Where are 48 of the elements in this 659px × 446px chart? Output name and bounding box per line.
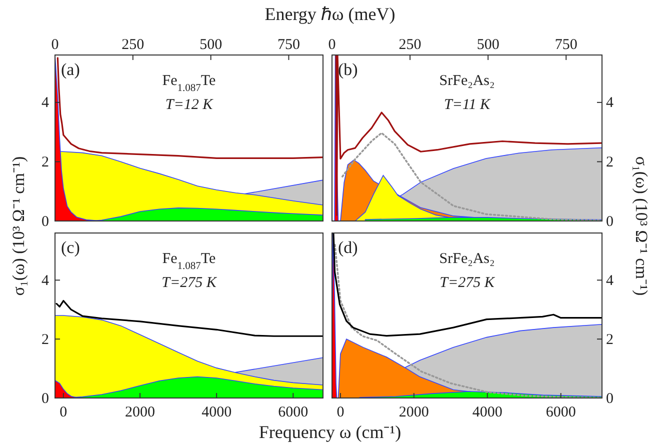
- y-axis-title: σ₁(ω) (10³ Ω⁻¹ cm⁻¹): [9, 156, 28, 296]
- x2-tick-label: 250: [122, 37, 144, 53]
- annotation: (c): [61, 238, 80, 257]
- y2-tick-label: 2: [606, 332, 614, 348]
- y2-tick-label: 4: [606, 272, 614, 289]
- annotation: (a): [61, 60, 80, 79]
- y-tick-label: 0: [42, 214, 49, 230]
- y2-tick-label: 4: [606, 95, 614, 112]
- x-tick-label: 4000: [202, 404, 232, 421]
- line-series: [335, 55, 602, 216]
- annotation: SrFe₂As₂: [439, 73, 495, 89]
- x2-tick-label: 500: [200, 37, 222, 53]
- y-tick-label: 0: [42, 390, 49, 407]
- x-tick-label: 6000: [546, 404, 576, 421]
- line-series: [56, 57, 323, 159]
- annotation: T=275 K: [162, 275, 218, 291]
- y-tick-label: 2: [42, 154, 49, 171]
- x2-tick-label: 750: [554, 37, 578, 53]
- x2-axis-title: Energy ℏω (meV): [264, 4, 396, 24]
- annotation: Fe$_{1.087}$Te: [162, 73, 216, 94]
- x-tick-label: 2000: [124, 404, 155, 421]
- x2-tick-label: 250: [398, 37, 422, 53]
- x2-tick-label: 500: [476, 37, 500, 53]
- x-tick-label: 0: [60, 404, 68, 421]
- y-tick-label: 4: [42, 272, 50, 289]
- annotation: T=12 K: [165, 97, 214, 113]
- y2-tick-label: 0: [606, 214, 614, 230]
- annotation: Fe$_{1.087}$Te: [162, 251, 216, 272]
- annotation: (d): [338, 238, 358, 257]
- annotation: T=11 K: [444, 97, 492, 113]
- x2-tick-label: 0: [328, 37, 336, 53]
- annotation: (b): [338, 60, 358, 79]
- y2-tick-label: 2: [606, 154, 614, 171]
- y-tick-label: 4: [42, 95, 50, 112]
- y2-axis-title: σ₁(ω) (10³ Ω⁻¹ cm⁻¹): [632, 156, 651, 296]
- annotation: SrFe₂As₂: [439, 251, 495, 267]
- x-tick-label: 4000: [472, 404, 502, 421]
- x-tick-label: 0: [336, 404, 344, 421]
- line-series: [332, 233, 602, 337]
- x-axis-title: Frequency ω (cm⁻¹): [258, 422, 402, 442]
- line-series: [341, 132, 602, 221]
- x-tick-label: 2000: [398, 404, 429, 421]
- line-series: [56, 300, 323, 337]
- x2-tick-label: 750: [277, 37, 300, 53]
- x-tick-label: 6000: [278, 404, 308, 421]
- y-tick-label: 2: [42, 332, 49, 348]
- annotation: T=275 K: [440, 275, 496, 291]
- y2-tick-label: 0: [606, 390, 614, 407]
